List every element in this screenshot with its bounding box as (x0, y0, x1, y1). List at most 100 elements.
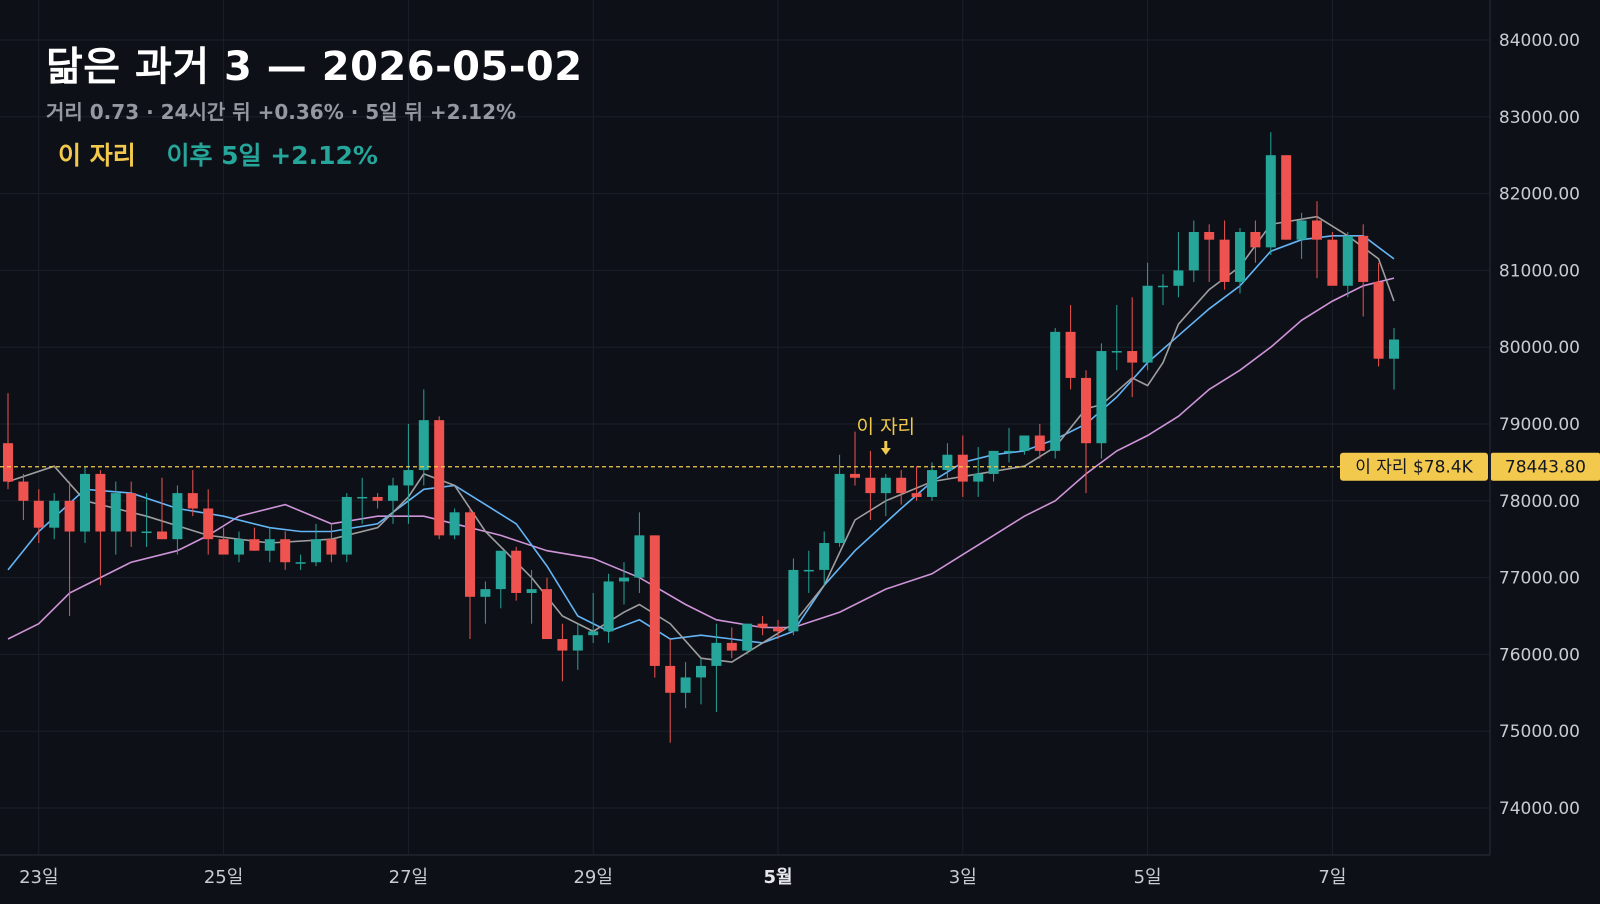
candle-body (1096, 351, 1107, 444)
candle-body (1389, 339, 1399, 359)
y-tick-label: 84000.00 (1499, 31, 1580, 51)
candle-body (141, 531, 152, 534)
candle-body (1373, 281, 1384, 359)
y-tick-label: 80000.00 (1499, 338, 1580, 358)
candle-body (1219, 239, 1230, 282)
candle-body (1111, 351, 1122, 353)
candle-body (126, 493, 137, 532)
candle-body (773, 627, 783, 632)
candle-body (1312, 220, 1322, 240)
reference-badge[interactable] (1340, 452, 1488, 481)
candle-body (696, 665, 706, 678)
candle-body (372, 496, 383, 501)
candle-body (1158, 285, 1168, 288)
candle-body (187, 493, 198, 509)
candle-body (449, 512, 460, 536)
candle-body (157, 531, 167, 540)
candle-body (341, 496, 352, 555)
candle-body (1235, 232, 1245, 282)
candle-body (988, 450, 999, 474)
candle-body (1281, 155, 1292, 240)
candle-body (896, 477, 907, 494)
legend-after-label: 이후 5일 +2.12% (166, 141, 378, 170)
marker-label: 이 자리 (857, 416, 915, 438)
candle-body (465, 512, 475, 597)
candle-body (110, 493, 121, 532)
candle-body (757, 623, 768, 628)
candle-body (80, 473, 90, 532)
y-tick-label: 81000.00 (1499, 261, 1580, 281)
candle-body (680, 677, 691, 693)
x-tick-label: 5일 (1134, 867, 1162, 888)
y-tick-label: 78000.00 (1499, 492, 1580, 512)
y-tick-label: 77000.00 (1499, 569, 1580, 589)
candle-body (850, 473, 860, 478)
candle-body (1204, 232, 1215, 240)
candle-body (1327, 239, 1338, 286)
candle-body (588, 631, 599, 636)
candle-body (249, 539, 260, 551)
candle-body (311, 539, 321, 563)
candle-body (649, 535, 660, 666)
candle-body (526, 589, 537, 593)
candle-body (557, 639, 568, 651)
candle-body (1142, 285, 1153, 363)
candle-body (64, 500, 75, 532)
price-axis-label (1491, 452, 1600, 481)
price-axis-label-text: 78443.80 (1505, 458, 1586, 478)
chart-header: 닮은 과거 3 — 2026-05-02 거리 0.73 · 24시간 뒤 +0… (46, 34, 583, 125)
candle-body (619, 577, 629, 582)
marker-arrow-icon (880, 448, 891, 455)
candle-body (295, 562, 306, 564)
candle-body (18, 481, 29, 501)
candle-body (1034, 435, 1045, 451)
candle-body (33, 500, 44, 528)
candle-body (834, 473, 845, 544)
candle-body (357, 496, 368, 499)
x-tick-label: 29일 (573, 867, 612, 888)
y-tick-label: 79000.00 (1499, 415, 1580, 435)
chart-legend: 이 자리 이후 5일 +2.12% (58, 136, 378, 172)
chart-subtitle: 거리 0.73 · 24시간 뒤 +0.36% · 5일 뒤 +2.12% (46, 100, 517, 124)
x-tick-label: 27일 (389, 867, 428, 888)
candle-body (49, 500, 60, 528)
y-tick-label: 76000.00 (1499, 645, 1580, 665)
x-tick-label: 23일 (19, 867, 58, 888)
candle-body (1342, 235, 1353, 286)
candle-body (1050, 331, 1061, 451)
y-tick-label: 82000.00 (1499, 185, 1580, 205)
candle-body (803, 569, 814, 572)
candle-body (1019, 435, 1030, 451)
candle-body (742, 623, 753, 651)
candle-body (927, 470, 937, 497)
candle-body (788, 569, 799, 632)
candle-body (418, 420, 429, 471)
reference-badge-text: 이 자리 $78.4K (1355, 458, 1473, 478)
candle-body (819, 543, 830, 570)
candle-body (542, 589, 552, 640)
y-tick-label: 75000.00 (1499, 722, 1580, 742)
candle-body (1004, 450, 1014, 453)
y-tick-label: 74000.00 (1499, 799, 1580, 819)
candle-body (218, 539, 229, 555)
candle-body (388, 485, 398, 501)
y-tick-label: 83000.00 (1499, 108, 1580, 128)
candle-body (973, 473, 984, 482)
candle-body (95, 473, 106, 532)
candle-body (1358, 235, 1369, 282)
candle-body (665, 665, 676, 693)
candle-body (603, 581, 614, 632)
candle-body (511, 550, 522, 593)
candle-body (1173, 270, 1184, 286)
candle-body (880, 477, 891, 494)
candle-body (865, 477, 876, 494)
candle-body (957, 454, 968, 482)
candle-body (172, 493, 183, 540)
candle-body (203, 508, 214, 540)
candle-body (403, 470, 414, 486)
candle-body (480, 589, 491, 597)
candle-body (1127, 351, 1138, 363)
